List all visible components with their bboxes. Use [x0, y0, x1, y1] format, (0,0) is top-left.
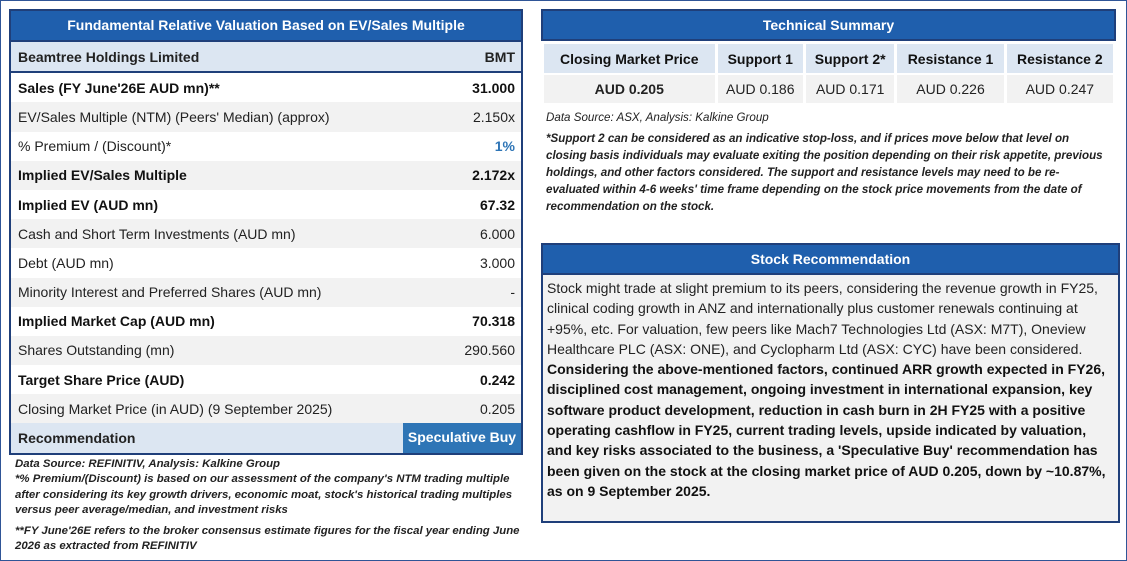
table-row: Implied EV/Sales Multiple 2.172x: [11, 160, 521, 190]
company-row: Beamtree Holdings Limited BMT: [11, 42, 521, 74]
row-label: Sales (FY June'26E AUD mn)**: [18, 79, 220, 96]
support2-cell: AUD 0.171: [806, 73, 895, 103]
recommendation-text-plain: Stock might trade at slight premium to i…: [547, 280, 1098, 357]
table-row: Sales (FY June'26E AUD mn)** 31.000: [11, 73, 521, 102]
row-label: Minority Interest and Preferred Shares (…: [18, 284, 322, 301]
column-header: Resistance 2: [1006, 44, 1113, 73]
premium-note: *% Premium/(Discount) is based on our as…: [15, 473, 513, 517]
table-row: Cash and Short Term Investments (AUD mn)…: [11, 219, 521, 249]
table-row: Implied Market Cap (AUD mn) 70.318: [11, 307, 521, 336]
row-label: EV/Sales Multiple (NTM) (Peers' Median) …: [18, 108, 330, 125]
table-row: Minority Interest and Preferred Shares (…: [11, 277, 521, 307]
technical-table: Closing Market Price Support 1 Support 2…: [541, 44, 1116, 103]
valuation-table: Fundamental Relative Valuation Based on …: [9, 9, 523, 455]
row-value: 3.000: [479, 254, 515, 271]
table-row: EV/Sales Multiple (NTM) (Peers' Median) …: [11, 102, 521, 132]
stock-recommendation-title: Stock Recommendation: [543, 245, 1118, 275]
recommendation-badge: Speculative Buy: [403, 423, 521, 453]
row-label: Cash and Short Term Investments (AUD mn): [18, 225, 296, 242]
technical-summary-panel: Technical Summary Closing Market Price S…: [541, 9, 1116, 215]
valuation-title: Fundamental Relative Valuation Based on …: [11, 11, 521, 42]
row-value: 6.000: [479, 225, 515, 242]
valuation-source: Data Source: REFINITIV, Analysis: Kalkin…: [15, 457, 281, 470]
technical-source: Data Source: ASX, Analysis: Kalkine Grou…: [546, 111, 769, 124]
row-value: -: [510, 284, 515, 301]
row-value: 2.172x: [472, 167, 515, 184]
column-header: Support 2*: [806, 44, 895, 73]
resistance1-cell: AUD 0.226: [897, 73, 1004, 103]
row-value: 70.318: [472, 313, 515, 330]
valuation-notes: Data Source: REFINITIV, Analysis: Kalkin…: [9, 457, 523, 555]
row-label: Implied EV (AUD mn): [18, 196, 159, 213]
row-label: Implied Market Cap (AUD mn): [18, 313, 215, 330]
table-row: Implied EV (AUD mn) 67.32: [11, 190, 521, 219]
recommendation-text: Stock might trade at slight premium to i…: [543, 275, 1118, 501]
company-ticker: BMT: [484, 48, 515, 65]
recommendation-label: Recommendation: [18, 430, 136, 447]
table-row: Debt (AUD mn) 3.000: [11, 248, 521, 277]
closing-price-cell: AUD 0.205: [544, 73, 715, 103]
row-label: Target Share Price (AUD): [18, 371, 185, 388]
row-value: 2.150x: [472, 108, 515, 125]
company-name: Beamtree Holdings Limited: [18, 48, 200, 65]
stock-recommendation-panel: Stock Recommendation Stock might trade a…: [541, 243, 1120, 523]
resistance2-cell: AUD 0.247: [1006, 73, 1113, 103]
column-header: Resistance 1: [897, 44, 1004, 73]
table-row: Shares Outstanding (mn) 290.560: [11, 335, 521, 366]
stop-loss-note: *Support 2 can be considered as an indic…: [546, 132, 1103, 213]
row-label: Shares Outstanding (mn): [18, 342, 175, 359]
row-label: Implied EV/Sales Multiple: [18, 167, 187, 184]
table-row: % Premium / (Discount)* 1%: [11, 132, 521, 161]
row-label: Closing Market Price (in AUD) (9 Septemb…: [18, 400, 333, 417]
row-value: 67.32: [479, 196, 515, 213]
recommendation-row: Recommendation Speculative Buy: [11, 423, 521, 453]
row-value: 0.242: [479, 371, 515, 388]
table-row: Target Share Price (AUD) 0.242: [11, 365, 521, 394]
row-value: 0.205: [479, 400, 515, 417]
row-label: % Premium / (Discount)*: [18, 138, 172, 155]
support1-cell: AUD 0.186: [717, 73, 804, 103]
technical-summary-title: Technical Summary: [541, 9, 1116, 41]
row-value: 31.000: [472, 79, 515, 96]
row-label: Debt (AUD mn): [18, 254, 114, 271]
row-value: 290.560: [464, 342, 515, 359]
column-header: Closing Market Price: [544, 44, 715, 73]
fy-note: **FY June'26E refers to the broker conse…: [15, 524, 520, 553]
column-header: Support 1: [717, 44, 804, 73]
valuation-panel: Fundamental Relative Valuation Based on …: [9, 9, 523, 555]
recommendation-text-bold: Considering the above-mentioned factors,…: [547, 361, 1106, 499]
row-value: 1%: [494, 138, 515, 155]
table-row: Closing Market Price (in AUD) (9 Septemb…: [11, 394, 521, 424]
